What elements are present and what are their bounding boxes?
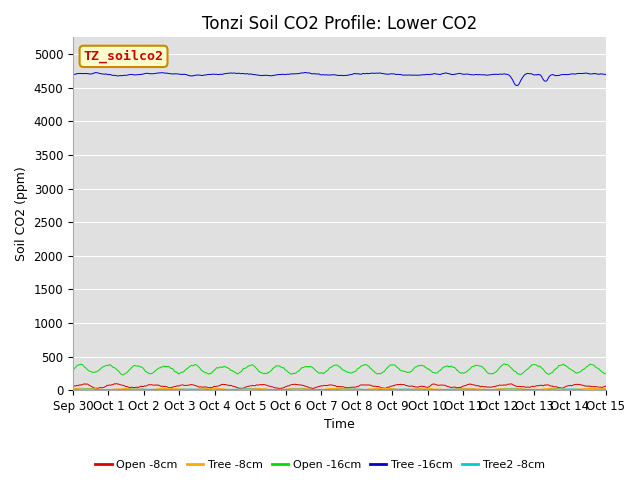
Open -16cm: [216, 364, 224, 370]
Tree -16cm: [69, 72, 77, 77]
Tree -8cm: [421, 385, 429, 391]
Tree -8cm: [217, 386, 225, 392]
Open -8cm: [69, 384, 77, 389]
Open -8cm: [188, 382, 196, 387]
Line: Tree -16cm: Tree -16cm: [73, 72, 605, 85]
Line: Tree -8cm: Tree -8cm: [73, 388, 605, 390]
Line: Tree2 -8cm: Tree2 -8cm: [73, 389, 605, 390]
Tree2 -8cm: [420, 387, 428, 393]
Open -8cm: [134, 384, 142, 390]
Tree -8cm: [79, 385, 87, 391]
Tree -8cm: [189, 387, 196, 393]
Open -16cm: [404, 370, 412, 375]
Line: Open -8cm: Open -8cm: [73, 384, 605, 388]
Open -8cm: [309, 385, 317, 391]
Tree -8cm: [76, 385, 83, 391]
Tree2 -8cm: [584, 387, 591, 393]
Tree -8cm: [101, 387, 109, 393]
Legend: Open -8cm, Tree -8cm, Open -16cm, Tree -16cm, Tree2 -8cm: Open -8cm, Tree -8cm, Open -16cm, Tree -…: [91, 456, 549, 474]
Tree -16cm: [602, 72, 609, 77]
Tree -16cm: [513, 83, 521, 88]
Tree -8cm: [405, 386, 413, 392]
Open -8cm: [216, 383, 224, 388]
Tree -8cm: [69, 386, 77, 392]
Open -16cm: [134, 363, 142, 369]
Tree -16cm: [79, 71, 86, 77]
Open -16cm: [420, 363, 428, 369]
Line: Open -16cm: Open -16cm: [73, 364, 605, 375]
Tree2 -8cm: [216, 387, 223, 393]
Tree2 -8cm: [602, 387, 609, 393]
Open -16cm: [69, 367, 77, 372]
Y-axis label: Soil CO2 (ppm): Soil CO2 (ppm): [15, 167, 28, 261]
Tree -8cm: [602, 386, 609, 392]
Open -8cm: [79, 382, 86, 387]
X-axis label: Time: Time: [324, 419, 355, 432]
Open -8cm: [405, 383, 413, 389]
Tree -16cm: [216, 72, 223, 77]
Title: Tonzi Soil CO2 Profile: Lower CO2: Tonzi Soil CO2 Profile: Lower CO2: [202, 15, 477, 33]
Tree2 -8cm: [245, 386, 253, 392]
Tree2 -8cm: [188, 386, 195, 392]
Open -8cm: [602, 384, 609, 389]
Tree2 -8cm: [69, 386, 77, 392]
Open -16cm: [79, 362, 86, 368]
Tree -16cm: [420, 72, 428, 77]
Tree -16cm: [134, 72, 141, 78]
Open -16cm: [602, 371, 609, 377]
Tree -16cm: [404, 72, 412, 78]
Tree2 -8cm: [134, 386, 141, 392]
Open -16cm: [501, 361, 509, 367]
Text: TZ_soilco2: TZ_soilco2: [84, 50, 164, 63]
Open -16cm: [188, 363, 196, 369]
Tree2 -8cm: [404, 386, 412, 392]
Tree -16cm: [301, 70, 308, 75]
Open -8cm: [113, 381, 120, 386]
Tree2 -8cm: [79, 386, 86, 392]
Tree -8cm: [135, 386, 143, 392]
Tree -16cm: [188, 73, 195, 79]
Open -16cm: [120, 372, 127, 378]
Open -8cm: [421, 384, 429, 390]
